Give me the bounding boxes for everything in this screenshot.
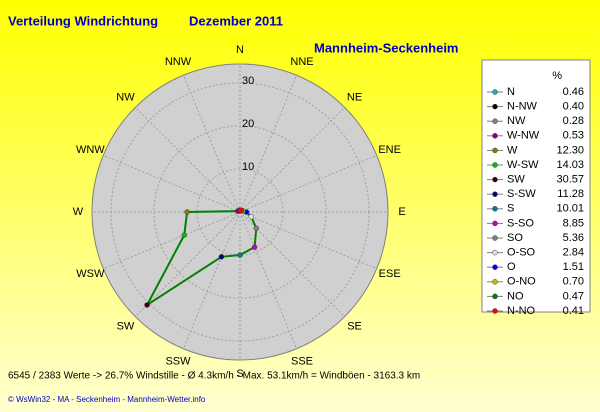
legend-marker [492,220,498,227]
direction-label: NW [116,91,135,103]
legend-label: N [507,86,515,98]
legend-label: S [507,203,514,215]
r-tick-label: 20 [242,118,254,130]
legend-label: N-NW [507,101,538,113]
radar-point [237,252,243,258]
direction-label: ENE [378,144,401,156]
legend-value: 12.30 [556,144,584,156]
legend-label: NO [507,290,524,302]
r-tick-label: 30 [242,75,254,87]
spoke [239,211,298,349]
legend-marker [492,147,498,154]
spoke [239,211,377,270]
spoke [239,75,298,213]
legend-value: 0.41 [563,305,584,317]
legend-label: O-SO [507,247,536,259]
legend-label: SW [507,174,525,186]
legend-label: W-SW [507,159,539,171]
chart-date: Dezember 2011 [189,13,283,28]
direction-label: SE [347,320,362,332]
radar-point [218,254,225,260]
spoke [103,154,241,213]
spoke [134,211,241,318]
legend-label: W-NW [507,130,540,142]
legend-value: 14.03 [556,159,584,171]
legend-box [481,59,591,313]
radar-point [144,302,150,308]
legend-value: 10.01 [556,203,584,215]
direction-label: SSW [165,356,191,368]
chart-title: Verteilung Windrichtung [8,13,158,28]
direction-label: S [236,368,243,380]
radar-point [248,213,255,220]
grid-ring [110,82,370,342]
legend-value: 11.28 [557,188,584,200]
legend-value: 0.47 [563,290,584,302]
legend-label: NW [507,115,526,127]
legend-value: 0.46 [563,86,584,98]
legend-marker [492,264,498,270]
grid-ring [196,168,284,256]
legend-marker [492,89,498,95]
legend-marker [492,118,498,124]
spoke [103,211,241,270]
legend-label: O-NO [507,276,536,288]
legend-value: 1.51 [563,261,584,273]
credit: © WsWin32 - MA - Seckenheim - Mannheim-W… [8,395,206,404]
legend-header: % [552,70,562,82]
legend-marker [492,206,498,212]
spoke [239,154,377,213]
direction-label: W [73,206,84,218]
legend-marker [492,133,498,139]
spoke [134,106,241,213]
legend-marker [492,308,498,314]
legend-marker [492,279,498,285]
direction-label: NNE [290,56,313,68]
footer: 6545 / 2383 Werte -> 26.7% Windstille - … [8,371,420,382]
radar-point [237,207,244,214]
legend-value: 0.53 [563,130,584,142]
legend-value: 0.40 [563,101,584,113]
direction-label: WSW [76,268,105,280]
grid-ring [153,125,327,299]
radar-point [184,209,190,215]
r-tick-label: 10 [242,161,254,173]
legend-marker [492,293,498,300]
legend-marker [492,249,498,256]
direction-label: NNW [165,56,192,68]
legend-label: S-SW [507,188,536,200]
legend-value: 2.84 [563,247,584,259]
legend-marker [492,103,498,110]
legend-marker [492,162,498,168]
radar-point [253,225,260,232]
direction-label: E [398,206,405,218]
spoke [182,75,241,213]
legend-marker [492,191,498,197]
direction-label: NE [347,91,362,103]
direction-label: N [236,44,244,56]
spoke [182,211,241,349]
direction-label: ESE [379,268,401,280]
radar-point [251,244,258,250]
spoke [239,106,346,213]
chart-subtitle: Mannheim-Seckenheim [314,40,459,55]
legend-value: 0.28 [563,115,584,127]
radar-point [181,232,188,238]
legend-label: O [507,261,516,273]
legend-value: 30.57 [556,174,584,186]
legend-label: S-SO [507,217,534,229]
legend-marker [492,176,498,183]
legend-value: 0.70 [563,276,584,288]
direction-label: WNW [76,144,105,156]
legend-value: 8.85 [563,217,584,229]
legend-marker [492,235,498,241]
legend-value: 5.36 [563,232,584,244]
legend-label: W [507,144,518,156]
legend-label: N-NO [507,305,536,317]
direction-label: SSE [291,356,313,368]
direction-label: SW [117,320,135,332]
legend-label: SO [507,232,523,244]
